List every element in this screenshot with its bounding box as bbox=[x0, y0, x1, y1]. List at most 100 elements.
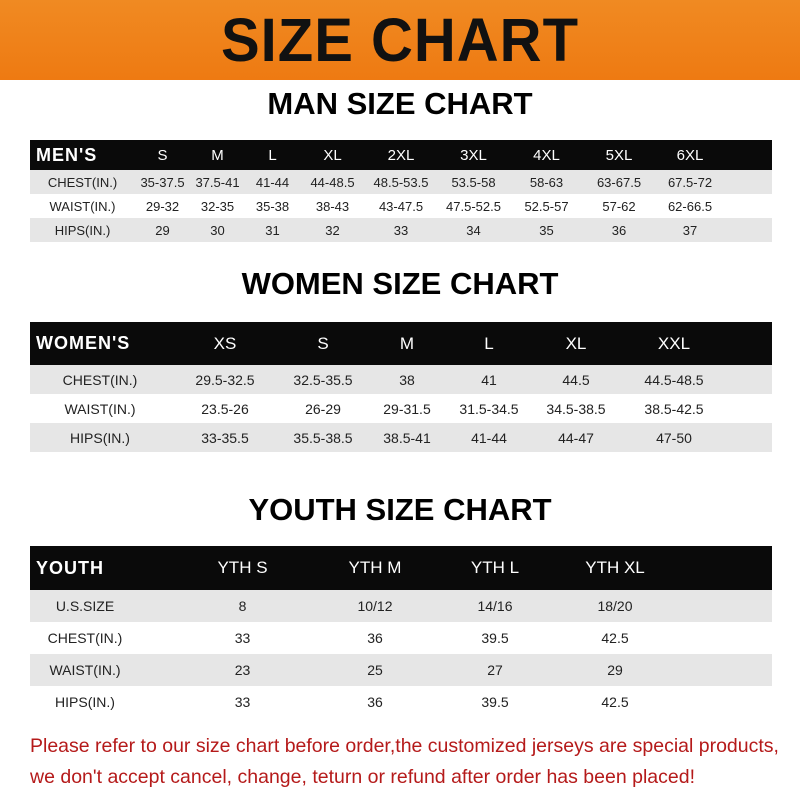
table-header: WOMEN'S XS S M L XL XXL bbox=[30, 322, 772, 365]
cell: 39.5 bbox=[481, 694, 509, 710]
cell: L bbox=[268, 146, 277, 164]
cell: 26-29 bbox=[305, 400, 341, 417]
row-label: WAIST(IN.) bbox=[64, 400, 136, 417]
cell: XL bbox=[565, 333, 587, 353]
youth-size-table: YOUTH YTH S YTH M YTH L YTH XL U.S.SIZE 8 10/12… bbox=[30, 546, 772, 718]
cell: 2XL bbox=[387, 146, 415, 164]
cell: 14/16 bbox=[477, 598, 513, 614]
cell: 38.5-42.5 bbox=[644, 400, 704, 417]
cell: 44.5 bbox=[562, 371, 590, 388]
cell: 39.5 bbox=[481, 630, 509, 646]
cell: 29 bbox=[155, 222, 170, 238]
cell: L bbox=[484, 333, 494, 353]
row-label: CHEST(IN.) bbox=[62, 371, 138, 388]
cell: 18/20 bbox=[597, 598, 633, 614]
row-label: WOMEN'S bbox=[36, 333, 131, 353]
cell: 23 bbox=[234, 662, 251, 678]
cell: 36 bbox=[367, 630, 383, 646]
cell: 33 bbox=[393, 222, 409, 238]
cell: 6XL bbox=[676, 146, 704, 164]
table-row: WAIST(IN.) 29-32 32-35 35-38 38-43 43-47.5 47.… bbox=[30, 194, 772, 218]
row-label: HIPS(IN.) bbox=[54, 222, 111, 238]
row-label: WAIST(IN.) bbox=[49, 198, 116, 214]
cell: 4XL bbox=[533, 146, 560, 164]
cell: YTH M bbox=[348, 558, 402, 577]
cell: 47-50 bbox=[656, 429, 692, 446]
cell: 31.5-34.5 bbox=[459, 400, 519, 417]
cell: 8 bbox=[238, 598, 247, 614]
disclaimer-note: Please refer to our size chart before or… bbox=[30, 731, 790, 793]
row-label: WAIST(IN.) bbox=[49, 662, 121, 678]
cell: 29 bbox=[607, 662, 623, 678]
men-size-table: MEN'S S M L XL 2XL 3XL 4XL 5XL 6XL CHEST(IN.) 35-37… bbox=[30, 140, 772, 242]
cell: 34 bbox=[466, 222, 481, 238]
cell: 33-35.5 bbox=[201, 429, 249, 446]
cell: 44.5-48.5 bbox=[644, 371, 704, 388]
table-header: YOUTH YTH S YTH M YTH L YTH XL bbox=[30, 546, 772, 590]
cell: 67.5-72 bbox=[667, 174, 713, 190]
cell: 38 bbox=[399, 371, 415, 388]
cell: 62-66.5 bbox=[667, 198, 713, 214]
cell: 52.5-57 bbox=[524, 198, 569, 214]
cell: 27 bbox=[487, 662, 503, 678]
cell: 38-43 bbox=[315, 198, 350, 214]
cell: 25 bbox=[367, 662, 383, 678]
cell: 32-35 bbox=[200, 198, 235, 214]
cell: 44-47 bbox=[558, 429, 594, 446]
row-label: CHEST(IN.) bbox=[47, 630, 123, 646]
cell: M bbox=[399, 333, 415, 353]
table-row: U.S.SIZE 8 10/12 14/16 18/20 bbox=[30, 590, 772, 622]
table-row: HIPS(IN.) 33 36 39.5 42.5 bbox=[30, 686, 772, 718]
table-row: CHEST(IN.) 29.5-32.5 32.5-35.5 38 41 44.5 44.5… bbox=[30, 365, 772, 394]
cell: 58-63 bbox=[529, 174, 564, 190]
cell: 41 bbox=[481, 371, 497, 388]
row-label: HIPS(IN.) bbox=[55, 694, 115, 710]
row-label: YOUTH bbox=[36, 557, 104, 578]
cell: 31 bbox=[265, 222, 280, 238]
cell: 57-62 bbox=[602, 198, 636, 214]
cell: XS bbox=[213, 333, 237, 353]
cell: 41-44 bbox=[471, 429, 507, 446]
cell: 10/12 bbox=[357, 598, 393, 614]
cell: 35-37.5 bbox=[140, 174, 185, 190]
cell: 42.5 bbox=[601, 694, 629, 710]
cell: 53.5-58 bbox=[451, 174, 496, 190]
cell: 34.5-38.5 bbox=[546, 400, 606, 417]
cell: 23.5-26 bbox=[201, 400, 249, 417]
cell: YTH S bbox=[217, 558, 268, 577]
cell: S bbox=[157, 146, 168, 164]
cell: 36 bbox=[367, 694, 383, 710]
women-size-table: WOMEN'S XS S M L XL XXL CHEST(IN.) 29.5-32.5 32.5… bbox=[30, 322, 772, 452]
cell: 38.5-41 bbox=[383, 429, 431, 446]
cell: 48.5-53.5 bbox=[373, 174, 429, 190]
note-line: Please refer to our size chart before or… bbox=[30, 735, 779, 757]
row-label: U.S.SIZE bbox=[55, 598, 115, 614]
cell: 29-32 bbox=[145, 198, 180, 214]
cell: XL bbox=[323, 146, 342, 164]
table-row: HIPS(IN.) 33-35.5 35.5-38.5 38.5-41 41-44 44-… bbox=[30, 423, 772, 452]
men-title: MAN SIZE CHART bbox=[267, 86, 533, 121]
row-label: CHEST(IN.) bbox=[47, 174, 118, 190]
cell: 33 bbox=[234, 694, 251, 710]
banner: SIZE CHART bbox=[0, 0, 800, 80]
note-line: we don't accept cancel, change, teturn o… bbox=[30, 766, 695, 788]
table-row: CHEST(IN.) 35-37.5 37.5-41 41-44 44-48.5 48.5… bbox=[30, 170, 772, 194]
table-row: CHEST(IN.) 33 36 39.5 42.5 bbox=[30, 622, 772, 654]
cell: 41-44 bbox=[255, 174, 290, 190]
cell: 35.5-38.5 bbox=[293, 429, 353, 446]
cell: 44-48.5 bbox=[310, 174, 355, 190]
cell: XXL bbox=[657, 333, 691, 353]
cell: 32.5-35.5 bbox=[293, 371, 353, 388]
cell: 42.5 bbox=[601, 630, 629, 646]
cell: YTH L bbox=[470, 558, 520, 577]
women-title: WOMEN SIZE CHART bbox=[241, 266, 559, 301]
cell: YTH XL bbox=[585, 558, 645, 577]
cell: 33 bbox=[234, 630, 251, 646]
cell: 30 bbox=[210, 222, 225, 238]
cell: S bbox=[317, 333, 329, 353]
cell: 32 bbox=[325, 222, 340, 238]
cell: 29.5-32.5 bbox=[195, 371, 255, 388]
cell: 37.5-41 bbox=[195, 174, 240, 190]
cell: 35 bbox=[539, 222, 554, 238]
cell: 37 bbox=[682, 222, 698, 238]
